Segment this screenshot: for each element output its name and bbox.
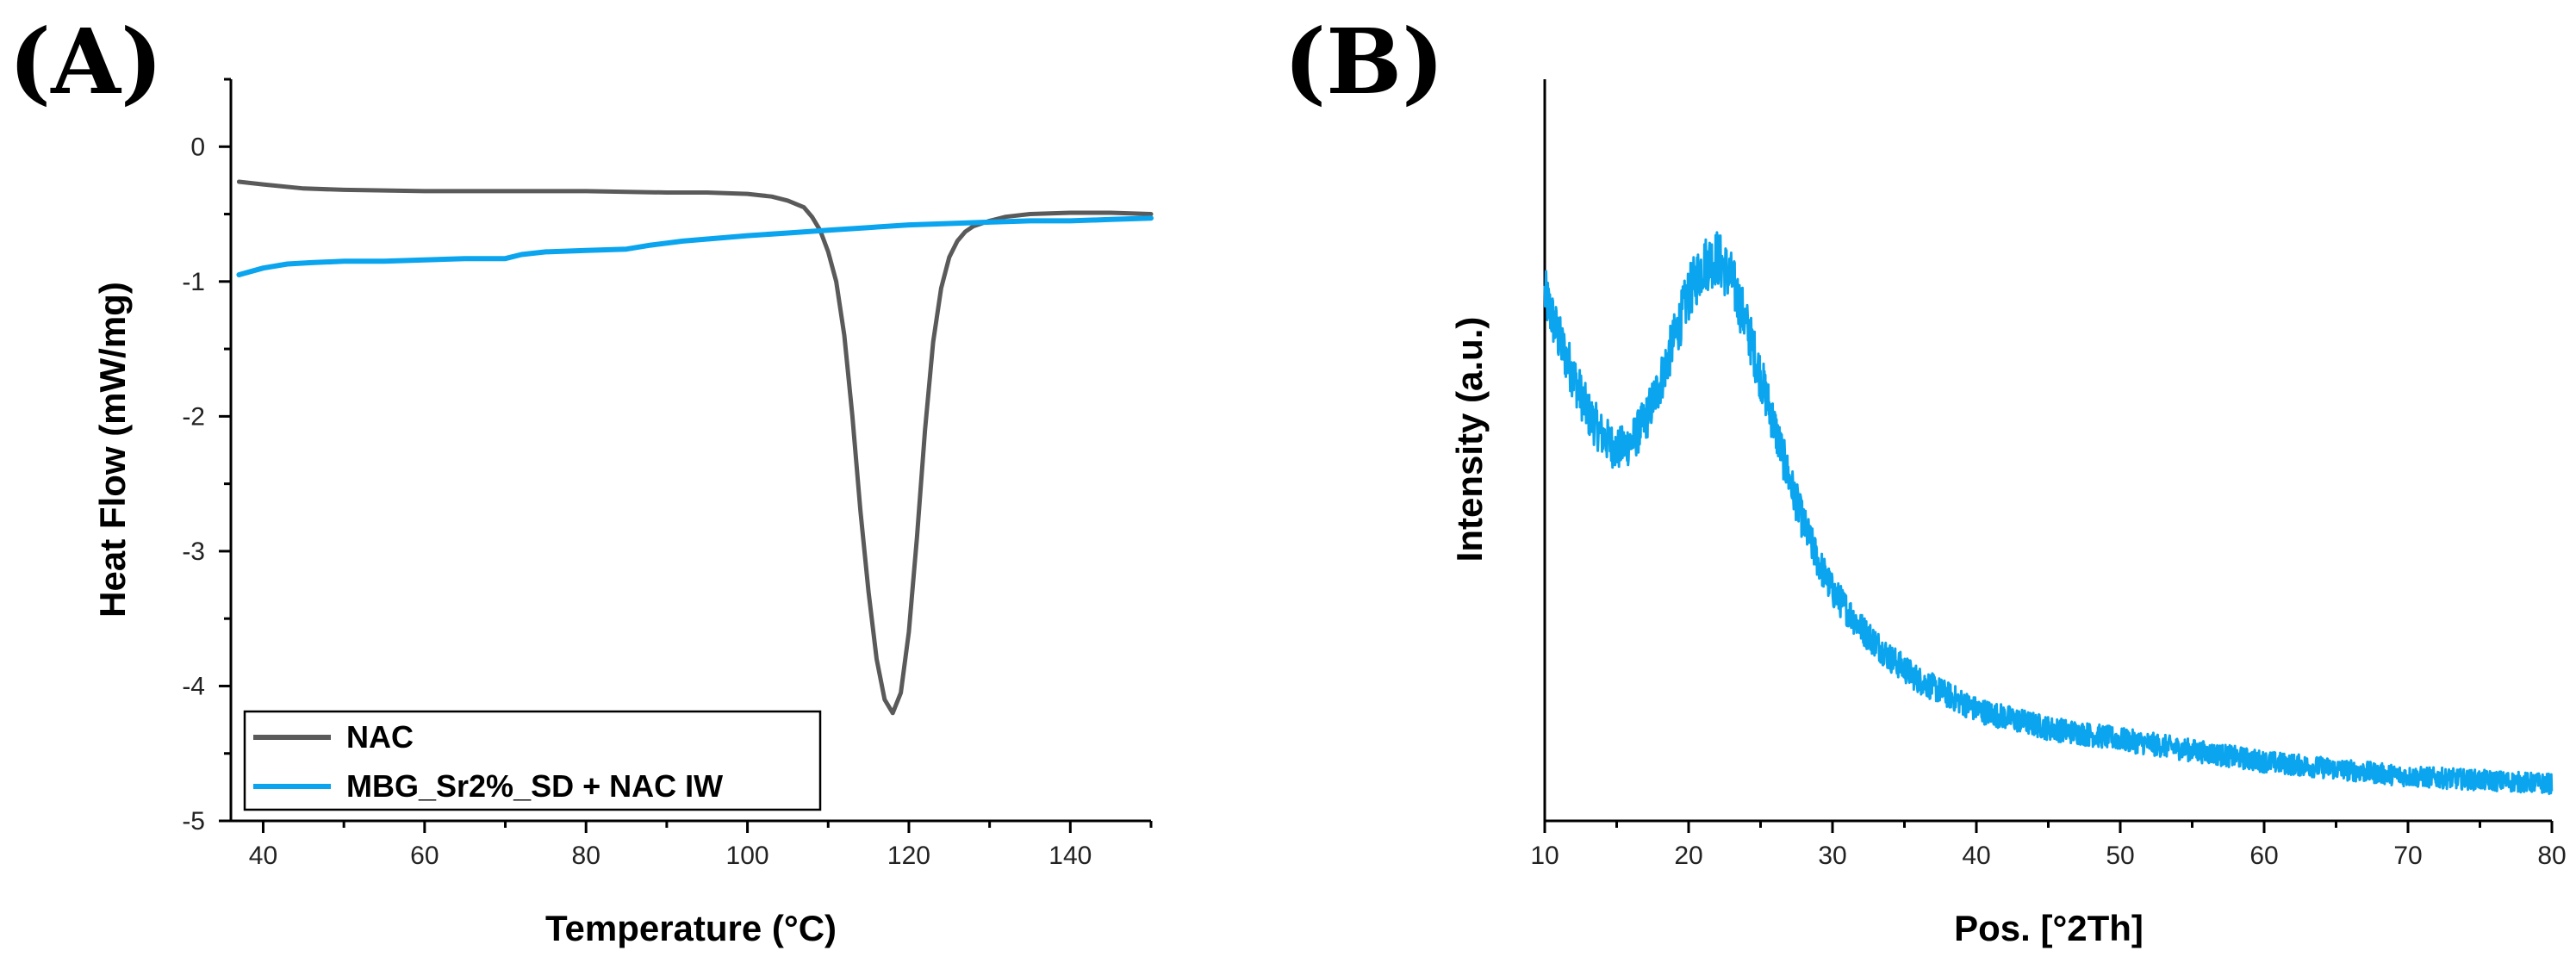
y-axis-title-a: Heat Flow (mW/mg) xyxy=(92,282,133,618)
legend-box xyxy=(243,710,822,811)
y-tick-label-a: -1 xyxy=(182,268,205,296)
y-tick-label-a: -5 xyxy=(182,807,205,836)
x-tick-label-a: 140 xyxy=(1048,842,1092,870)
y-tick-label-a: -3 xyxy=(182,537,205,566)
x-axis-title-a: Temperature (°C) xyxy=(545,908,837,948)
x-tick-label-a: 80 xyxy=(572,842,600,870)
x-tick-label-b: 10 xyxy=(1530,842,1559,870)
panel-label-b: (B) xyxy=(1284,9,1444,115)
chart-panel-b: (B) 10 20 30 40 50 60 70 80 Pos. [°2Th] Intensi… xyxy=(1284,9,2567,948)
series-line-xrd xyxy=(1543,231,2554,795)
series-lines-a xyxy=(236,179,1154,716)
x-tick-label-b: 60 xyxy=(2249,842,2278,870)
series-line-nac xyxy=(236,179,1154,716)
legend-label-mbg: MBG_Sr2%_SD + NAC IW xyxy=(346,768,723,804)
y-tick-label-a: -2 xyxy=(182,402,205,431)
y-tick-label-a: 0 xyxy=(190,133,205,161)
legend-label-nac: NAC xyxy=(346,719,414,755)
x-axis-title-b: Pos. [°2Th] xyxy=(1954,908,2144,948)
x-tick-label-a: 60 xyxy=(410,842,439,870)
series-line-mbg xyxy=(236,215,1154,277)
series-lines-b xyxy=(1543,231,2554,795)
x-tick-label-a: 40 xyxy=(249,842,277,870)
legend-a: NAC MBG_Sr2%_SD + NAC IW xyxy=(243,710,822,811)
x-tick-label-b: 30 xyxy=(1818,842,1846,870)
y-axis-title-b: Intensity (a.u.) xyxy=(1449,317,1490,562)
panel-label-a: (A) xyxy=(9,9,163,115)
chart-panel-a: (A) 40 60 80 100 120 140 0 -1 -2 -3 -4 -5 Temperatu… xyxy=(9,9,1154,948)
x-tick-label-b: 40 xyxy=(1962,842,1990,870)
x-tick-label-a: 120 xyxy=(887,842,930,870)
x-tick-label-b: 20 xyxy=(1674,842,1702,870)
ticks-b: 10 20 30 40 50 60 70 80 xyxy=(1530,821,2567,870)
x-tick-label-a: 100 xyxy=(726,842,769,870)
y-tick-label-a: -4 xyxy=(182,672,205,700)
x-tick-label-b: 70 xyxy=(2393,842,2422,870)
x-tick-label-b: 50 xyxy=(2106,842,2134,870)
ticks-a: 40 60 80 100 120 140 0 -1 -2 -3 -4 -5 xyxy=(182,78,1153,870)
x-tick-label-b: 80 xyxy=(2537,842,2566,870)
